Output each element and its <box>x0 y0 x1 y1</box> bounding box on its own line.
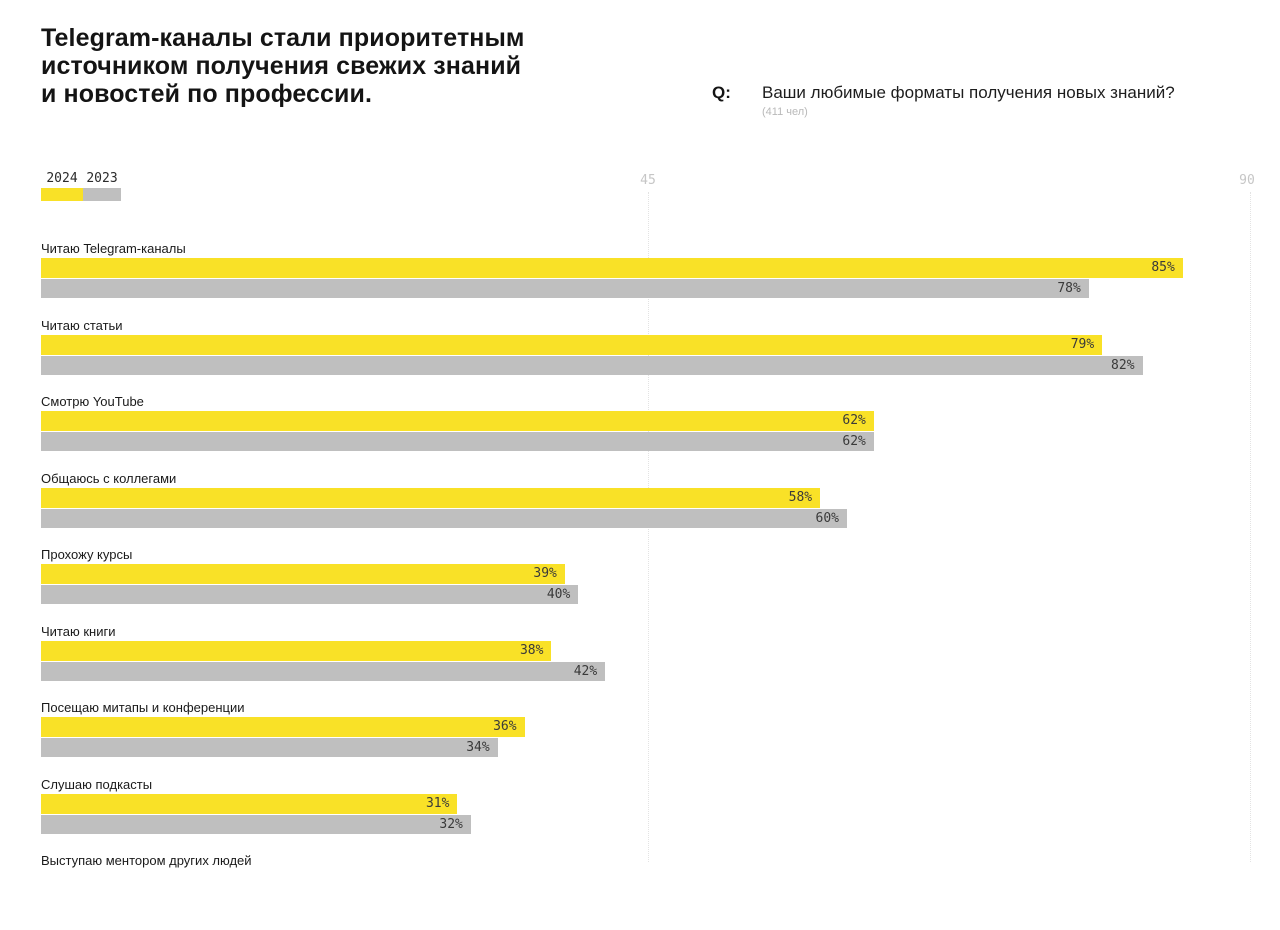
sample-size: (411 чел) <box>762 106 808 118</box>
bar-value-2023: 82% <box>1111 357 1135 373</box>
bar-value-2024: 62% <box>842 413 866 428</box>
axis-tick-90: 90 <box>1239 173 1255 188</box>
title-line-1: Telegram-каналы стали приоритетным <box>41 24 525 52</box>
bar-2023: 42% <box>41 661 606 681</box>
bar-value-2024: 38% <box>519 642 544 658</box>
gridline-90 <box>1250 192 1251 862</box>
bar-2023: 82% <box>41 355 1143 375</box>
survey-question: Q: Ваши любимые форматы получения новых … <box>712 83 1175 118</box>
legend: 2024 2023 <box>41 171 121 201</box>
category-label: Прохожу курсы <box>41 547 133 562</box>
category-label: Читаю книги <box>41 623 116 639</box>
bar-value-2023: 40% <box>546 587 571 602</box>
bar-group: Общаюсь с коллегами 58% 60% <box>41 471 1250 548</box>
page-title: Telegram-каналы стали приоритетным источ… <box>41 24 525 108</box>
category-label: Общаюсь с коллегами <box>41 470 177 486</box>
category-label: Слушаю подкасты <box>41 776 153 792</box>
question-prefix: Q: <box>712 83 731 102</box>
bar-2023: 78% <box>41 279 1089 298</box>
legend-swatches <box>41 188 121 201</box>
bar-value-2024: 79% <box>1070 336 1095 352</box>
category-label: Читаю статьи <box>41 317 123 333</box>
bar-group: Читаю книги 38% 42% <box>41 624 1250 701</box>
legend-label-2024: 2024 <box>46 171 78 186</box>
legend-labels: 2024 2023 <box>41 171 121 186</box>
bar-group: Читаю Telegram-каналы 85% 78% <box>41 241 1250 318</box>
legend-label-2023: 2023 <box>86 171 118 186</box>
bar-2023: 40% <box>41 585 579 604</box>
axis-tick-45: 45 <box>640 173 656 188</box>
bar-2024: 31% <box>41 793 458 814</box>
bar-value-2023: 62% <box>842 434 866 449</box>
bar-group: Читаю статьи 79% 82% <box>41 318 1250 395</box>
bar-2024: 85% <box>41 258 1183 278</box>
bar-2023: 62% <box>41 432 874 451</box>
bar-value-2023: 60% <box>815 510 839 526</box>
bar-2023: 32% <box>41 814 471 834</box>
bar-value-2023: 78% <box>1057 281 1081 296</box>
bar-groups: Читаю Telegram-каналы 85% 78% Читаю стат… <box>41 241 1250 930</box>
bar-2024: 38% <box>41 640 552 661</box>
bar-value-2023: 42% <box>573 663 598 679</box>
bar-group: Посещаю митапы и конференции 36% 34% <box>41 700 1250 777</box>
legend-swatch-2023 <box>83 188 121 201</box>
bar-2024: 62% <box>41 411 874 431</box>
question-text: Ваши любимые форматы получения новых зна… <box>762 83 1175 102</box>
title-line-3: и новостей по профессии. <box>41 80 373 108</box>
legend-swatch-2024 <box>41 188 83 201</box>
bar-2023: 60% <box>41 508 847 528</box>
bar-2024: 36% <box>41 717 525 737</box>
bar-2024: 39% <box>41 564 565 584</box>
bar-group: Выступаю ментором других людей <box>41 853 1250 930</box>
bar-group: Слушаю подкасты 31% 32% <box>41 777 1250 854</box>
bar-value-2024: 31% <box>425 795 450 811</box>
bar-value-2023: 32% <box>439 816 463 832</box>
question-body: Ваши любимые форматы получения новых зна… <box>762 83 1175 118</box>
bar-value-2024: 85% <box>1151 260 1175 275</box>
bar-value-2024: 39% <box>533 566 557 581</box>
category-label: Посещаю митапы и конференции <box>41 700 245 715</box>
category-label: Смотрю YouTube <box>41 394 144 409</box>
bar-2024: 58% <box>41 487 821 508</box>
bar-group: Смотрю YouTube 62% 62% <box>41 394 1250 471</box>
category-label: Читаю Telegram-каналы <box>41 241 186 256</box>
bar-value-2024: 36% <box>493 719 517 734</box>
title-line-2: источником получения свежих знаний <box>41 52 522 80</box>
bar-value-2024: 58% <box>788 489 813 505</box>
bar-2023: 34% <box>41 738 498 757</box>
bar-value-2023: 34% <box>466 740 490 755</box>
bar-2024: 79% <box>41 334 1103 355</box>
bar-group: Прохожу курсы 39% 40% <box>41 547 1250 624</box>
